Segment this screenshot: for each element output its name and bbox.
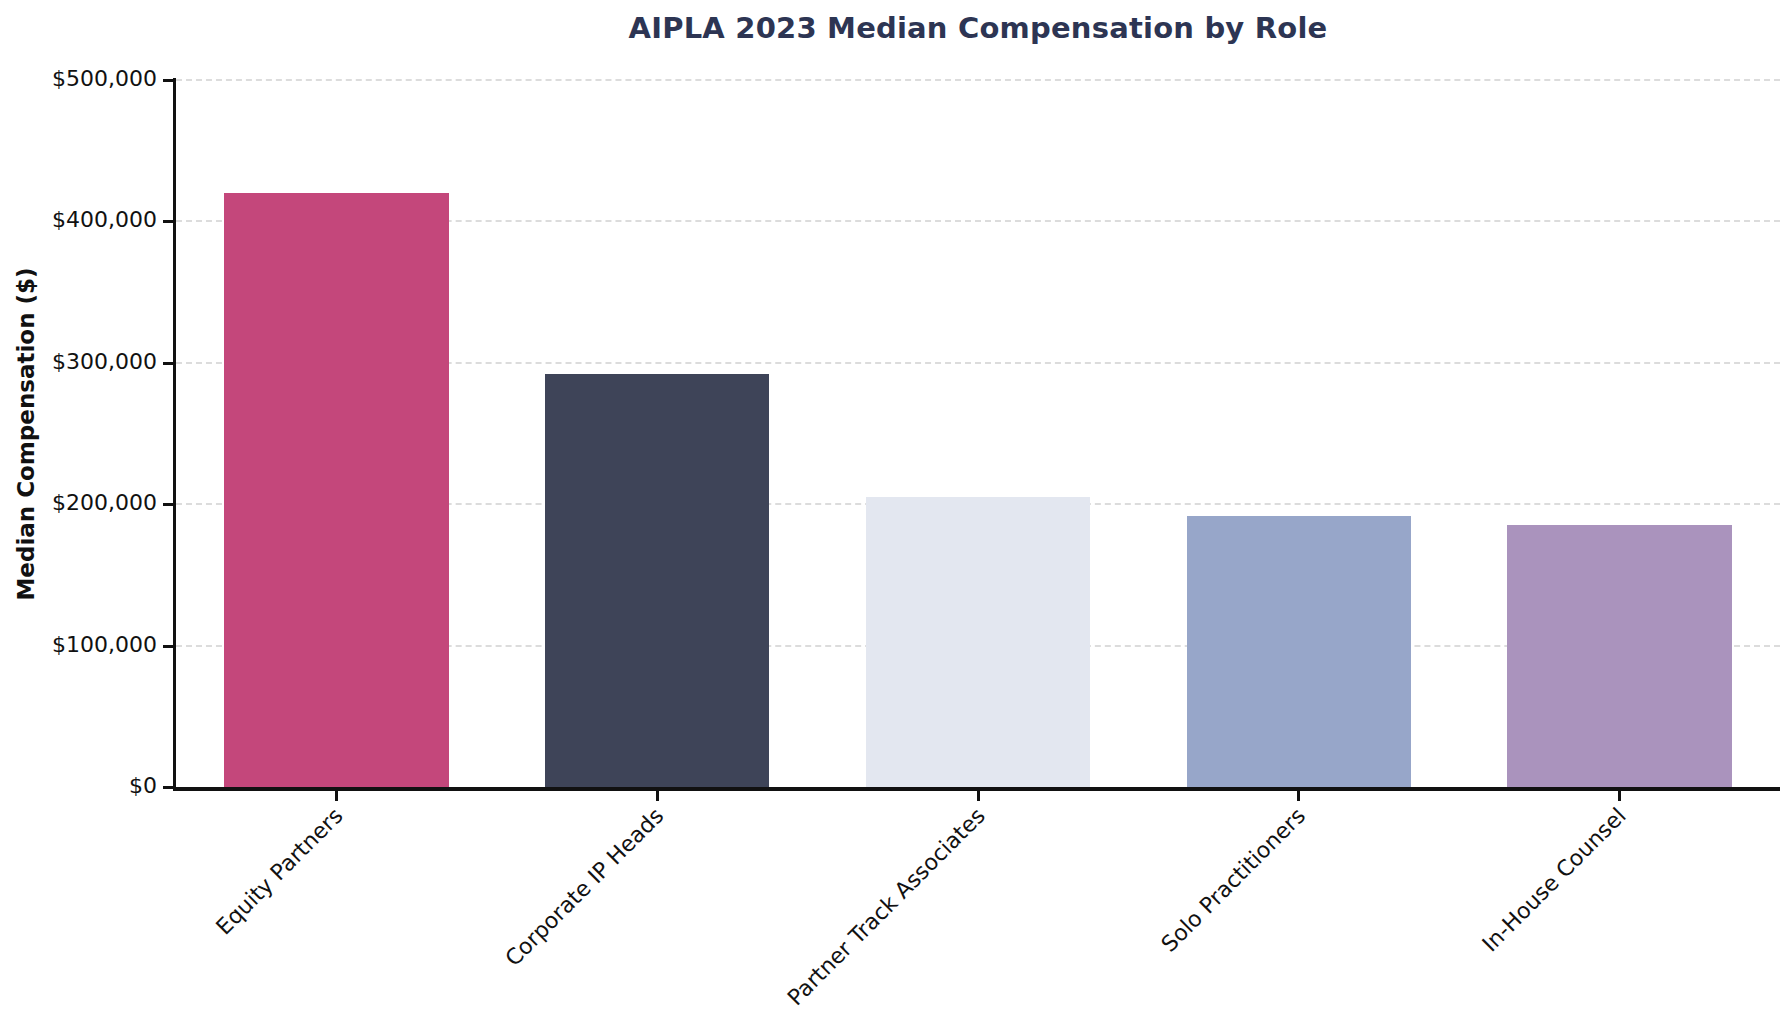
x-tick-mark bbox=[335, 791, 338, 801]
x-tick-label: Partner Track Associates bbox=[782, 803, 989, 1010]
bar-equity-partners bbox=[224, 193, 449, 787]
bar-solo-practitioners bbox=[1187, 516, 1412, 787]
x-tick-mark bbox=[1618, 791, 1621, 801]
y-tick-mark bbox=[163, 645, 173, 648]
y-tick-mark bbox=[163, 503, 173, 506]
bar-chart-figure: AIPLA 2023 Median Compensation by Role M… bbox=[0, 0, 1780, 1030]
y-tick-mark bbox=[163, 362, 173, 365]
y-tick-mark bbox=[163, 79, 173, 82]
bar-slot bbox=[1459, 80, 1780, 787]
plot-area bbox=[176, 80, 1780, 787]
x-tick-mark bbox=[656, 791, 659, 801]
bar-slot bbox=[1138, 80, 1459, 787]
bar-in-house-counsel bbox=[1507, 525, 1732, 787]
y-tick-label: $100,000 bbox=[5, 632, 157, 657]
bar-slot bbox=[176, 80, 497, 787]
bar-slot bbox=[497, 80, 818, 787]
x-tick-mark bbox=[1297, 791, 1300, 801]
y-tick-mark bbox=[163, 220, 173, 223]
x-tick-label: Corporate IP Heads bbox=[501, 803, 669, 971]
y-tick-label: $400,000 bbox=[5, 207, 157, 232]
y-tick-label: $200,000 bbox=[5, 490, 157, 515]
y-tick-label: $500,000 bbox=[5, 66, 157, 91]
bar-corporate-ip-heads bbox=[545, 374, 770, 787]
bar-partner-track-associates bbox=[866, 497, 1091, 787]
x-tick-label: Equity Partners bbox=[212, 803, 348, 939]
y-axis-line bbox=[173, 78, 176, 789]
x-tick-label: In-House Counsel bbox=[1478, 803, 1632, 957]
y-axis-title: Median Compensation ($) bbox=[13, 267, 39, 600]
x-tick-mark bbox=[977, 791, 980, 801]
bar-slot bbox=[818, 80, 1139, 787]
y-tick-mark bbox=[163, 786, 173, 789]
y-tick-label: $300,000 bbox=[5, 349, 157, 374]
chart-title: AIPLA 2023 Median Compensation by Role bbox=[176, 11, 1780, 45]
bars-layer bbox=[176, 80, 1780, 787]
x-tick-label: Solo Practitioners bbox=[1157, 803, 1311, 957]
y-tick-label: $0 bbox=[5, 773, 157, 798]
